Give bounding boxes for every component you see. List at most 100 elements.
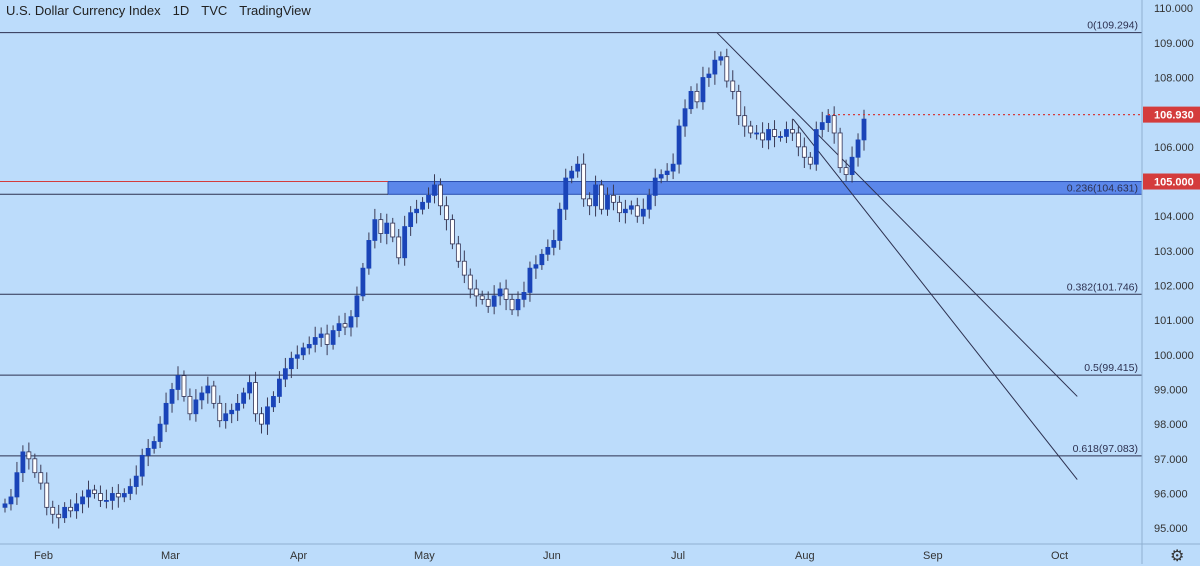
candle-body (837, 132, 843, 169)
candle-body (145, 448, 151, 456)
candle-body (265, 406, 270, 425)
candle-body (855, 139, 861, 158)
candle-body (670, 163, 676, 172)
candle-body (581, 163, 587, 200)
candle-body (778, 136, 783, 138)
candle-body (724, 56, 730, 82)
price-badge-label: 106.930 (1154, 110, 1194, 122)
y-tick-label: 109.000 (1154, 38, 1194, 50)
candle-body (109, 493, 115, 501)
y-tick-label: 99.000 (1154, 384, 1188, 396)
candle-body (622, 208, 628, 214)
candle-body (199, 392, 205, 401)
candle-body (736, 90, 742, 117)
candle-body (38, 472, 44, 484)
candle-body (348, 316, 354, 328)
candle-body (330, 330, 336, 345)
candle-body (813, 129, 819, 165)
candle-body (26, 451, 32, 460)
candle-body (235, 402, 241, 411)
candle-body (444, 205, 449, 221)
candle-body (223, 413, 229, 422)
candle-body (288, 357, 294, 370)
y-tick-label: 100.000 (1154, 350, 1194, 362)
candle-body (754, 132, 760, 135)
x-tick-label: Jun (543, 550, 561, 562)
candle-body (336, 323, 342, 331)
candle-body (14, 472, 20, 498)
candle-body (479, 295, 485, 300)
candle-body (121, 493, 127, 498)
candle-body (282, 368, 288, 380)
candle-body (74, 503, 79, 512)
candle-body (211, 385, 217, 404)
candle-body (20, 451, 26, 474)
candle-body (539, 253, 545, 266)
candle-body (127, 486, 133, 494)
platform-label: TradingView (239, 3, 311, 18)
fib-label: 0.5(99.415) (1084, 362, 1138, 374)
candle-body (426, 194, 431, 203)
candle-body (563, 177, 569, 210)
candle-body (772, 129, 777, 137)
candle-body (831, 115, 837, 134)
gear-icon[interactable]: ⚙ (1170, 548, 1185, 565)
candle-body (396, 236, 402, 259)
candle-body (593, 184, 598, 207)
candle-body (760, 132, 765, 141)
candle-body (521, 292, 527, 300)
candle-body (151, 441, 157, 449)
candle-body (187, 396, 193, 415)
candle-body (461, 260, 467, 276)
candle-body (360, 267, 366, 297)
x-tick-label: Mar (161, 550, 180, 562)
candle-body (766, 129, 771, 141)
y-tick-label: 95.000 (1154, 523, 1188, 535)
candle-body (408, 212, 414, 227)
candle-body (491, 295, 497, 307)
candle-body (366, 240, 372, 269)
fib-label: 0.382(101.746) (1067, 281, 1138, 293)
candle-body (646, 194, 652, 210)
candle-body (694, 90, 700, 103)
candle-body (575, 163, 581, 172)
candle-body (652, 177, 658, 196)
channel-line (792, 118, 1078, 480)
candle-body (569, 170, 575, 179)
candle-body (205, 385, 211, 394)
price-badge (1143, 106, 1200, 123)
candle-body (527, 267, 533, 293)
interval-label[interactable]: 1D (172, 3, 190, 18)
candle-body (557, 208, 563, 241)
candle-body (533, 264, 539, 269)
candle-body (277, 378, 282, 397)
fib-label: 0.618(97.083) (1073, 443, 1138, 455)
candle-body (312, 337, 318, 345)
candle-body (449, 219, 455, 245)
candle-body (551, 240, 557, 248)
price-badge (1143, 173, 1200, 190)
candle-body (181, 375, 187, 397)
candle-body (133, 475, 139, 487)
candle-body (104, 500, 109, 502)
x-tick-label: Oct (1051, 550, 1068, 562)
candle-body (294, 354, 300, 359)
candle-body (98, 493, 103, 501)
candle-body (378, 219, 384, 234)
y-tick-label: 101.000 (1154, 315, 1194, 327)
candle-body (628, 205, 634, 210)
candle-body (617, 201, 622, 214)
candle-body (545, 246, 551, 255)
candle-body (318, 333, 324, 338)
symbol-name[interactable]: U.S. Dollar Currency Index (6, 3, 161, 18)
candle-body (92, 489, 97, 494)
candle-body (801, 146, 807, 158)
candle-body (50, 506, 56, 515)
candle-body (497, 288, 503, 297)
candle-body (611, 194, 616, 203)
candle-body (247, 382, 252, 394)
candle-body (455, 243, 461, 262)
candle-body (712, 59, 718, 75)
